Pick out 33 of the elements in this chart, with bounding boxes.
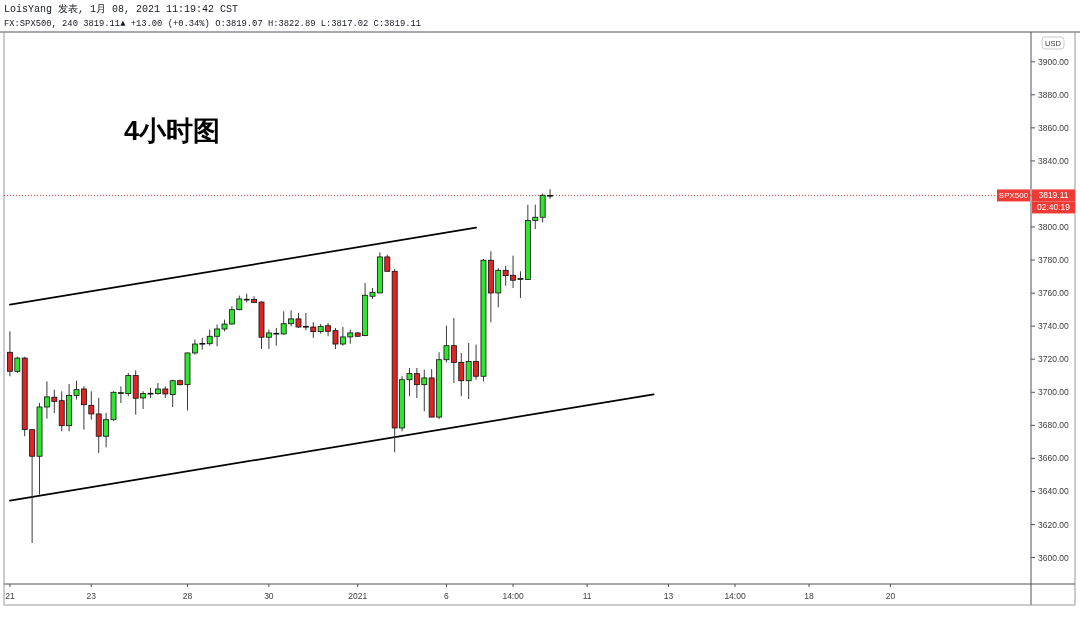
title: 4小时图 (124, 116, 221, 146)
price-label: 3819.11 (1032, 189, 1075, 202)
x-tick-label: 20 (885, 591, 896, 601)
x-tick-label: 28 (182, 591, 193, 601)
y-tick-label: 3680.00 (1038, 420, 1069, 431)
x-tick-label: 30 (264, 591, 274, 601)
y-tick-label: 3780.00 (1038, 255, 1069, 266)
header: FX:SPX500, 240 3819.11▲ +13.00 (+0.34%) O:3819.07 H:3822.89 L:3817.02 C:3819.11 (4, 19, 422, 29)
x-tick-label: 23 (86, 591, 97, 601)
header: LoisYang 发表, 1月 08, 2021 11:19:42 CST (4, 4, 239, 15)
y-tick-label: 3880.00 (1038, 89, 1069, 100)
y-tick-label: 3740.00 (1038, 321, 1069, 332)
x-tick-label: 14:00 (502, 591, 524, 601)
y-tick-label: 3640.00 (1038, 486, 1069, 497)
y-tick-label: 3900.00 (1038, 56, 1069, 67)
x-tick-label: 6 (444, 591, 450, 601)
y-tick-label: 3700.00 (1038, 387, 1069, 398)
y-tick-label: 3720.00 (1038, 354, 1069, 365)
y-tick-label: 3620.00 (1038, 519, 1069, 530)
y-tick-label: 3840.00 (1038, 155, 1069, 166)
y-tick-label: 3860.00 (1038, 122, 1069, 133)
x-tick-label: 2021 (348, 591, 368, 601)
y-tick-label: 3660.00 (1038, 453, 1069, 464)
ref-line-label: SPX500 (997, 189, 1030, 202)
y-tick-label: 3760.00 (1038, 288, 1069, 299)
x-tick-label: 13 (663, 591, 674, 601)
x-tick-label: 11 (582, 591, 592, 601)
x-tick-label: 18 (804, 591, 815, 601)
y-tick-label: 3800.00 (1038, 222, 1069, 233)
x-tick-label: 14:00 (724, 591, 746, 601)
countdown: 02:40:19 (1032, 201, 1075, 214)
y-tick-label: 3600.00 (1038, 552, 1069, 563)
x-tick-label: 21 (5, 591, 15, 601)
